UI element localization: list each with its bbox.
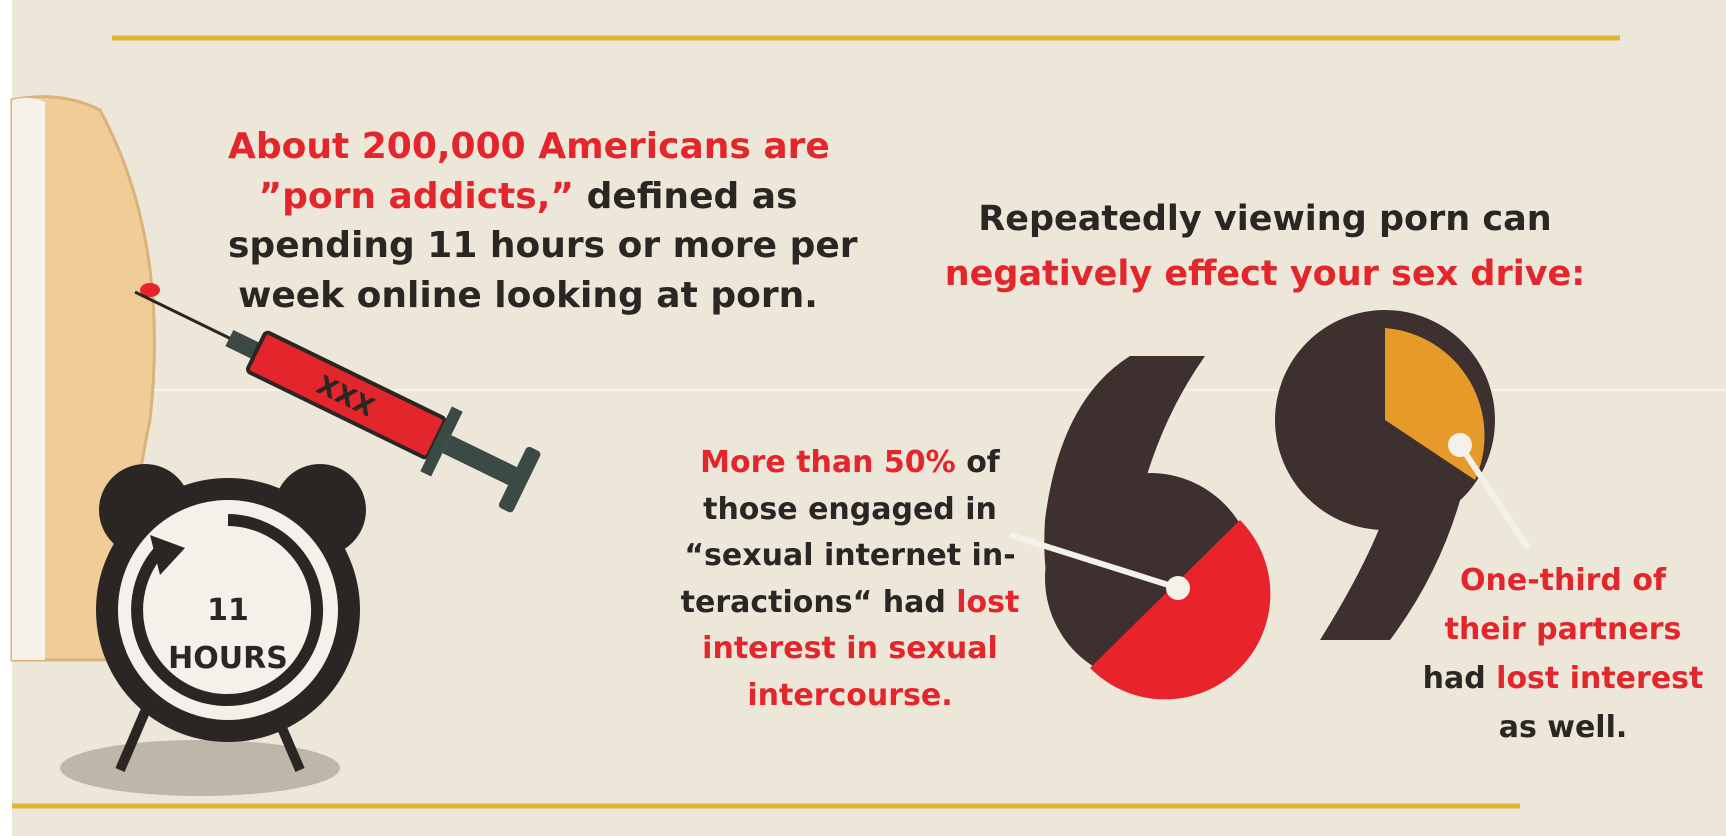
partners-text: One-third of their partners had lost inter… (1400, 556, 1726, 752)
text-run: had (1422, 661, 1497, 696)
text-line: Repeatedly viewing porn can (900, 192, 1630, 247)
text-line: One-third of (1400, 556, 1726, 605)
clock-number: 11 (207, 593, 249, 628)
text-run: Repeatedly viewing porn can (978, 199, 1552, 239)
sleeve (12, 97, 45, 660)
sex-drive-heading: Repeatedly viewing porn can negatively ef… (900, 192, 1630, 302)
text-run: defined as (574, 175, 798, 217)
text-run: More than 50% (700, 445, 956, 480)
text-run: of (955, 445, 1000, 480)
text-line: their partners (1400, 605, 1726, 654)
text-line: spending 11 hours or more per (228, 221, 858, 271)
text-run: intercourse. (747, 677, 953, 713)
text-line: About 200,000 Americans are (228, 122, 830, 172)
text-run: those engaged in (703, 491, 997, 527)
text-line: ”porn addicts,” defined as (228, 172, 828, 222)
blood-drop (140, 283, 160, 297)
text-run: teractions“ had (680, 584, 957, 620)
addiction-text: About 200,000 Americans are ”porn addicts… (228, 122, 858, 321)
text-run: About 200,000 Americans are (228, 126, 830, 167)
digit-six (1009, 356, 1271, 700)
text-run: One-third of (1459, 563, 1666, 598)
text-line: interest in sexual (660, 626, 1040, 673)
text-line: as well. (1400, 703, 1726, 752)
syringe: XXX (134, 290, 541, 513)
text-line: teractions“ had lost (660, 580, 1040, 627)
alarm-clock: 11 HOURS (60, 464, 366, 796)
text-run: interest in sexual (702, 631, 998, 666)
text-line: “sexual internet in- (660, 533, 1040, 580)
text-run: as well. (1498, 710, 1628, 745)
digit-nine (1275, 310, 1531, 640)
fifty-percent-text: More than 50% of those engaged in “sexual … (660, 440, 1040, 719)
text-run: lost interest (1496, 661, 1704, 696)
text-line: negatively effect your sex drive: (900, 247, 1630, 302)
text-run: negatively effect your sex drive: (944, 254, 1586, 294)
text-run: ”porn addicts,” (258, 175, 575, 217)
text-line: those engaged in (660, 487, 1040, 534)
text-run: lost (956, 584, 1020, 620)
text-line: intercourse. (660, 673, 1040, 720)
text-run: their partners (1444, 612, 1682, 647)
clock-unit: HOURS (168, 641, 288, 676)
text-line: had lost interest (1400, 654, 1726, 703)
text-run: week online looking at porn. (238, 274, 818, 316)
text-run: spending 11 hours or more per (228, 225, 858, 266)
text-line: More than 50% of (660, 440, 1040, 487)
text-run: “sexual internet in- (684, 538, 1016, 573)
text-line: week online looking at porn. (228, 271, 828, 321)
